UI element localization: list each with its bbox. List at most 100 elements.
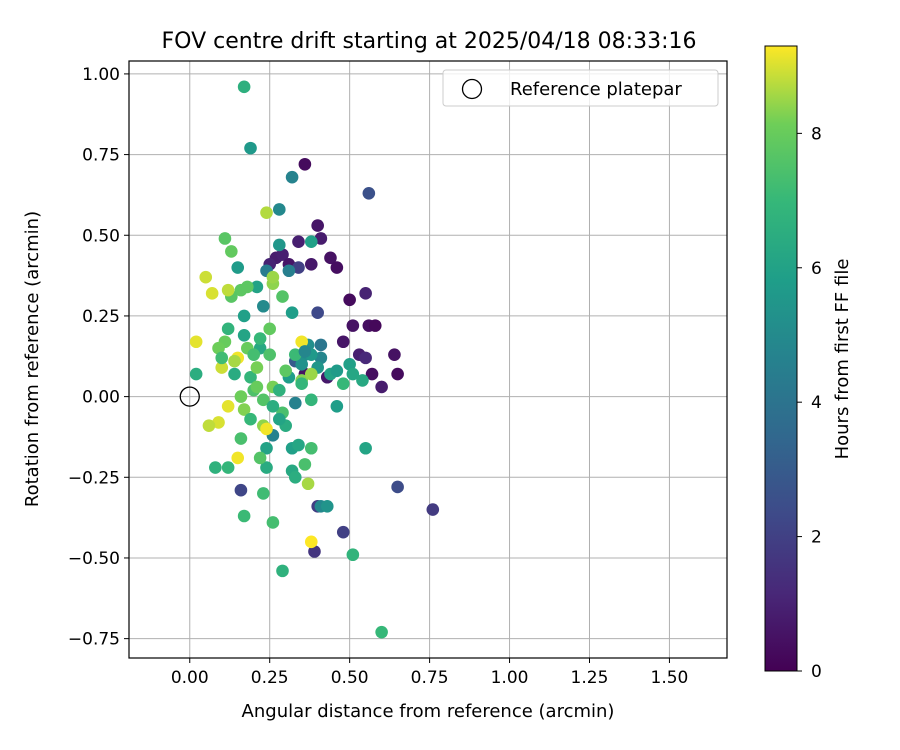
data-point [365,367,379,381]
y-tick-label: 0.75 [82,146,120,166]
data-point [343,358,356,371]
data-point [260,422,273,436]
data-point [266,399,280,413]
data-point [330,364,344,378]
data-point [285,170,299,184]
data-point [247,348,261,361]
data-point [225,245,238,258]
colorbar-tick-label: 4 [811,393,822,413]
data-point [263,322,277,336]
data-point [282,264,296,278]
data-point [250,280,264,294]
data-point [209,461,222,474]
data-point [218,232,232,245]
data-point [241,280,254,294]
plot-frame [128,60,728,659]
x-tick-label: 0.75 [411,668,449,688]
data-point [212,341,225,355]
data-point [237,403,251,416]
data-point [375,625,388,639]
data-point [304,367,318,381]
chart-title: FOV centre drift starting at 2025/04/18 … [162,29,697,54]
x-tick-label: 0.00 [171,668,209,688]
y-tick-label: 0.00 [82,388,120,408]
data-point [292,235,305,249]
legend: Reference platepar [442,69,719,107]
data-point [215,351,229,365]
data-point [260,441,273,455]
data-point [266,270,280,284]
data-point [221,283,235,297]
data-point [314,351,328,365]
data-point [221,461,235,474]
data-point [346,548,360,562]
data-point [250,361,264,374]
y-tick-label: −0.50 [68,549,120,569]
colorbar: 0 2 4 6 8 Hours from first FF file [764,45,853,682]
data-point [266,516,280,529]
data-point [234,483,248,497]
data-point [304,235,318,249]
data-point [250,380,264,394]
data-point [234,390,248,403]
data-point [199,270,213,284]
data-point [272,203,286,216]
data-point [359,351,372,365]
colorbar-tick-label: 6 [811,259,822,279]
colorbar-gradient [764,45,798,672]
data-point [260,461,273,474]
colorbar-tick-label: 8 [811,124,822,144]
x-tick-label: 0.25 [251,668,289,688]
reference-marker [179,386,200,407]
data-point [336,525,350,539]
data-point [391,480,404,494]
data-point [228,367,241,381]
data-point [221,322,235,336]
data-point [388,348,401,361]
data-point [237,80,251,94]
data-point [231,451,245,465]
data-point [304,258,318,271]
legend-marker-icon [461,78,483,100]
data-point [189,335,203,349]
data-point [298,458,312,471]
data-point [257,299,270,313]
data-point [320,500,334,513]
data-point [346,319,360,332]
grid [129,61,727,658]
data-point [237,509,251,523]
data-point [276,564,289,578]
data-point [304,441,318,455]
reference-point [179,386,200,407]
data-point [295,377,308,391]
data-point [359,441,372,455]
colorbar-label: Hours from first FF file [832,259,853,460]
data-point [311,219,324,232]
data-point [272,412,286,426]
data-point [244,141,257,155]
data-point [330,399,344,413]
x-tick-label: 1.25 [571,668,609,688]
colorbar-ticks: 0 2 4 6 8 [797,124,822,682]
data-point [276,290,289,303]
data-point [336,377,350,391]
data-point [311,306,324,320]
data-point [263,348,277,361]
colorbar-tick-label: 0 [811,662,822,682]
data-point [343,293,356,307]
x-axis-label: Angular distance from reference (arcmin) [242,701,615,722]
data-point [231,261,245,274]
data-point [276,248,289,261]
data-point [288,348,302,361]
data-point [237,309,251,323]
data-point [244,370,257,384]
data-point [304,535,318,549]
data-point [391,367,404,381]
data-point [292,438,305,452]
x-axis-ticks: 0.00 0.25 0.50 0.75 1.00 1.25 1.50 [171,658,688,688]
data-point [221,399,235,413]
data-point [260,206,273,219]
data-point [295,358,308,371]
data-point [205,287,219,300]
